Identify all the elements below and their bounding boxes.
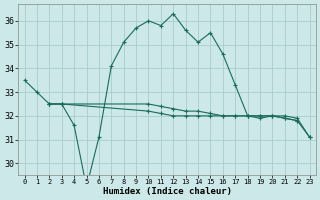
X-axis label: Humidex (Indice chaleur): Humidex (Indice chaleur) (103, 187, 232, 196)
